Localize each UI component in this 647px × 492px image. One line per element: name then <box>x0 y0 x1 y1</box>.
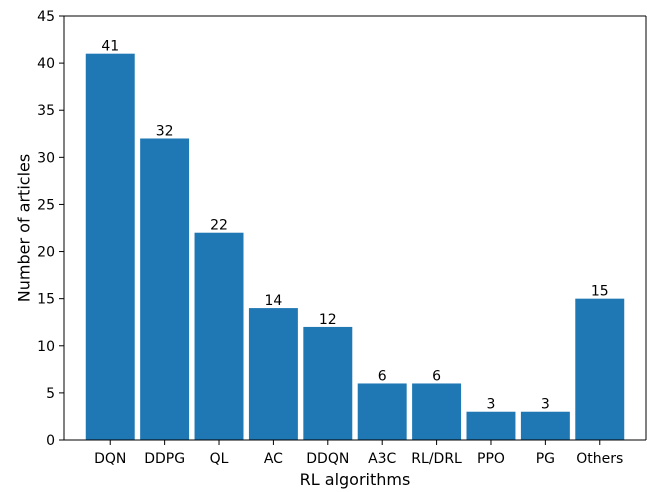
data-label: 3 <box>541 397 550 413</box>
x-tick-label: DDPG <box>144 451 185 467</box>
data-label: 12 <box>319 312 337 328</box>
x-tick-label: DDQN <box>306 451 349 467</box>
bars-group <box>85 53 625 441</box>
y-tick-label: 0 <box>46 433 55 449</box>
data-label: 3 <box>487 397 496 413</box>
y-tick-label: 5 <box>46 386 55 402</box>
data-label: 14 <box>264 293 282 309</box>
bar-a3c <box>357 383 407 440</box>
y-tick-label: 35 <box>37 103 55 119</box>
y-tick-label: 30 <box>37 150 55 166</box>
x-tick-label: DQN <box>94 451 126 467</box>
x-tick-label: QL <box>210 451 229 467</box>
bar-pg <box>520 411 570 440</box>
x-axis-label: RL algorithms <box>300 470 411 489</box>
data-label: 6 <box>432 368 441 384</box>
x-tick-label: RL/DRL <box>411 451 462 467</box>
data-label: 15 <box>591 284 609 300</box>
y-tick-label: 20 <box>37 245 55 261</box>
data-label: 32 <box>156 123 174 139</box>
bar-others <box>575 298 625 440</box>
bar-ddqn <box>303 326 353 440</box>
x-tick-label: PPO <box>477 451 505 467</box>
bar-ddpg <box>140 138 190 441</box>
x-tick-label: Others <box>576 451 623 467</box>
y-tick-label: 15 <box>37 292 55 308</box>
data-label: 22 <box>210 218 228 234</box>
y-tick-label: 25 <box>37 197 55 213</box>
x-tick-label: A3C <box>368 451 396 467</box>
data-label: 6 <box>378 368 387 384</box>
data-labels: 41 32 22 14 12 6 6 3 3 15 <box>101 39 608 413</box>
bar-ppo <box>466 411 516 440</box>
x-tick-label: PG <box>536 451 555 467</box>
bar-dqn <box>85 53 135 440</box>
y-axis-ticks: 0 5 10 15 20 25 30 35 40 45 <box>37 9 64 449</box>
y-tick-label: 40 <box>37 56 55 72</box>
y-tick-label: 45 <box>37 9 55 25</box>
bar-ac <box>248 308 298 440</box>
bar-rl-drl <box>412 383 462 440</box>
data-label: 41 <box>101 39 119 55</box>
y-axis-label: Number of articles <box>15 154 34 302</box>
bar-ql <box>194 232 244 440</box>
x-tick-label: AC <box>264 451 283 467</box>
y-tick-label: 10 <box>37 339 55 355</box>
x-axis-ticks: DQN DDPG QL AC DDQN A3C RL/DRL PPO PG Others <box>94 440 623 467</box>
axes-frame <box>63 15 647 441</box>
